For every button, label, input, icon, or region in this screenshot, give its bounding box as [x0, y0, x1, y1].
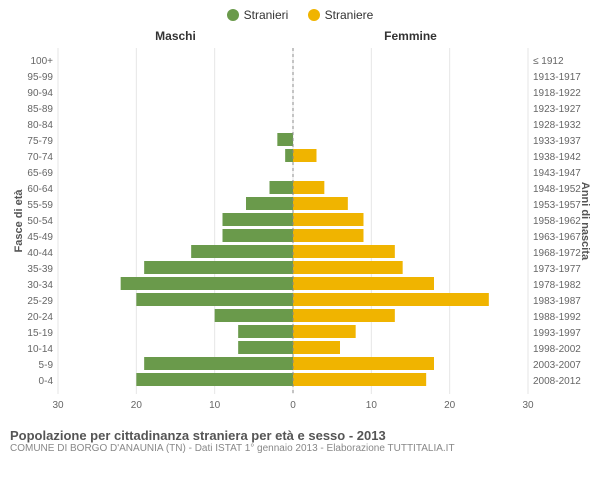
svg-text:35-39: 35-39 — [27, 264, 53, 275]
bar-female — [293, 373, 426, 386]
svg-text:45-49: 45-49 — [27, 232, 53, 243]
svg-text:1953-1957: 1953-1957 — [533, 200, 581, 211]
swatch-female — [308, 9, 320, 21]
bar-male — [144, 261, 293, 274]
svg-text:1913-1917: 1913-1917 — [533, 72, 581, 83]
svg-text:1938-1942: 1938-1942 — [533, 152, 581, 163]
swatch-male — [227, 9, 239, 21]
svg-text:1983-1987: 1983-1987 — [533, 296, 581, 307]
bar-female — [293, 245, 395, 258]
svg-text:1923-1927: 1923-1927 — [533, 104, 581, 115]
svg-text:60-64: 60-64 — [27, 184, 53, 195]
bar-female — [293, 309, 395, 322]
footer-title: Popolazione per cittadinanza straniera p… — [10, 428, 590, 443]
svg-text:Maschi: Maschi — [155, 29, 196, 43]
svg-text:0-4: 0-4 — [39, 376, 54, 387]
bar-female — [293, 325, 356, 338]
bar-female — [293, 229, 364, 242]
bar-female — [293, 277, 434, 290]
svg-text:20: 20 — [444, 400, 456, 411]
y-axis-right-label: Anni di nascita — [579, 182, 590, 261]
svg-text:80-84: 80-84 — [27, 120, 53, 131]
bar-male — [285, 149, 293, 162]
svg-text:10: 10 — [209, 400, 221, 411]
bar-male — [136, 373, 293, 386]
svg-text:20: 20 — [131, 400, 143, 411]
bar-female — [293, 181, 324, 194]
bar-male — [121, 277, 293, 290]
svg-text:1988-1992: 1988-1992 — [533, 312, 581, 323]
bar-female — [293, 213, 364, 226]
svg-text:1968-1972: 1968-1972 — [533, 248, 581, 259]
svg-text:1933-1937: 1933-1937 — [533, 136, 581, 147]
legend-male-label: Stranieri — [244, 8, 289, 22]
svg-text:85-89: 85-89 — [27, 104, 53, 115]
legend-female-label: Straniere — [325, 8, 374, 22]
bar-male — [223, 213, 294, 226]
svg-text:90-94: 90-94 — [27, 88, 53, 99]
bar-female — [293, 261, 403, 274]
bar-female — [293, 197, 348, 210]
svg-text:2003-2007: 2003-2007 — [533, 360, 581, 371]
pyramid-svg: 0 10 10 20 20 30 30 Maschi Femmine 100+ ≤ 1912 95-9… — [10, 24, 590, 424]
pyramid-chart: 0 10 10 20 20 30 30 Maschi Femmine 100+ ≤ 1912 95-9… — [10, 24, 590, 424]
svg-text:65-69: 65-69 — [27, 168, 53, 179]
svg-text:≤ 1912: ≤ 1912 — [533, 56, 564, 67]
svg-text:1998-2002: 1998-2002 — [533, 344, 581, 355]
bar-male — [246, 197, 293, 210]
svg-text:50-54: 50-54 — [27, 216, 53, 227]
svg-text:Femmine: Femmine — [384, 29, 437, 43]
svg-text:55-59: 55-59 — [27, 200, 53, 211]
svg-text:75-79: 75-79 — [27, 136, 53, 147]
svg-text:1943-1947: 1943-1947 — [533, 168, 581, 179]
svg-text:1993-1997: 1993-1997 — [533, 328, 581, 339]
svg-text:30: 30 — [52, 400, 64, 411]
svg-text:70-74: 70-74 — [27, 152, 53, 163]
svg-text:40-44: 40-44 — [27, 248, 53, 259]
svg-text:1963-1967: 1963-1967 — [533, 232, 581, 243]
svg-text:1918-1922: 1918-1922 — [533, 88, 581, 99]
bar-male — [277, 133, 293, 146]
svg-text:10-14: 10-14 — [27, 344, 53, 355]
bar-male — [215, 309, 293, 322]
bar-female — [293, 149, 317, 162]
svg-text:25-29: 25-29 — [27, 296, 53, 307]
svg-text:30: 30 — [522, 400, 534, 411]
bar-male — [136, 293, 293, 306]
legend-male: Stranieri — [227, 8, 289, 22]
svg-text:1978-1982: 1978-1982 — [533, 280, 581, 291]
svg-text:95-99: 95-99 — [27, 72, 53, 83]
bar-male — [238, 325, 293, 338]
bar-female — [293, 341, 340, 354]
svg-text:1948-1952: 1948-1952 — [533, 184, 581, 195]
bar-male — [191, 245, 293, 258]
bar-male — [270, 181, 294, 194]
bar-male — [144, 357, 293, 370]
svg-text:100+: 100+ — [30, 56, 53, 67]
footer-subtitle: COMUNE DI BORGO D'ANAUNIA (TN) - Dati IS… — [10, 443, 590, 454]
footer: Popolazione per cittadinanza straniera p… — [0, 424, 600, 454]
bar-female — [293, 293, 489, 306]
svg-text:1973-1977: 1973-1977 — [533, 264, 581, 275]
bar-female — [293, 357, 434, 370]
svg-text:30-34: 30-34 — [27, 280, 53, 291]
bar-male — [223, 229, 294, 242]
bar-male — [238, 341, 293, 354]
legend-female: Straniere — [308, 8, 374, 22]
svg-text:0: 0 — [290, 400, 296, 411]
svg-text:2008-2012: 2008-2012 — [533, 376, 581, 387]
svg-text:5-9: 5-9 — [39, 360, 54, 371]
svg-text:15-19: 15-19 — [27, 328, 53, 339]
svg-text:20-24: 20-24 — [27, 312, 53, 323]
svg-text:1958-1962: 1958-1962 — [533, 216, 581, 227]
y-axis-left-label: Fasce di età — [13, 189, 25, 253]
legend: Stranieri Straniere — [0, 0, 600, 24]
svg-text:1928-1932: 1928-1932 — [533, 120, 581, 131]
svg-text:10: 10 — [366, 400, 378, 411]
